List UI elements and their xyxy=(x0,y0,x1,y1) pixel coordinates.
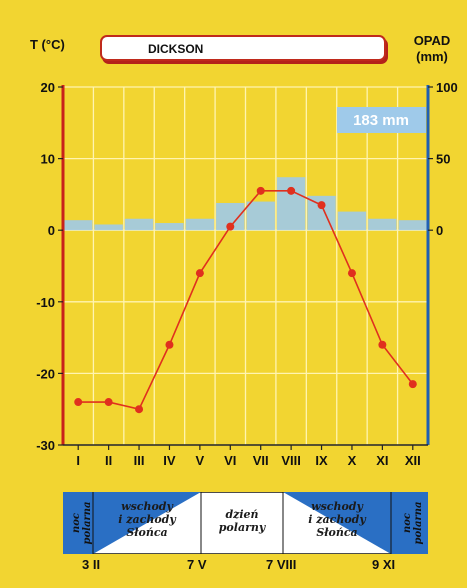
precipitation-axis-title-line1: OPAD xyxy=(413,33,451,48)
band-label-sunrise-sunset-1: wschody i zachody Słońca xyxy=(118,500,176,539)
temperature-line xyxy=(78,190,414,411)
month-label: VIII xyxy=(281,453,301,468)
precip-bar xyxy=(337,211,367,231)
precipitation-tick-label: 100 xyxy=(436,80,458,95)
annual-precip-box xyxy=(337,107,426,133)
temperature-point xyxy=(256,186,265,195)
temperature-tick-label: 10 xyxy=(41,152,55,167)
date-mark-3: 7 VIII xyxy=(266,557,297,572)
precip-bar xyxy=(398,220,427,231)
date-mark-4: 9 XI xyxy=(372,557,396,572)
band-polar-night-left xyxy=(63,492,93,554)
annual-precip-label: 183 mm xyxy=(353,112,409,129)
precip-bar xyxy=(155,223,184,231)
band-label-polar-day: dzień polarny xyxy=(218,508,266,534)
month-label: II xyxy=(105,453,112,468)
precip-bar xyxy=(124,218,154,231)
month-label: XII xyxy=(405,453,421,468)
month-label: I xyxy=(76,453,80,468)
precip-bar xyxy=(185,218,215,231)
precipitation-tick-label: 0 xyxy=(436,223,443,238)
month-label: III xyxy=(134,453,145,468)
precipitation-axis-title: OPAD (mm) xyxy=(404,33,460,65)
temperature-point xyxy=(226,222,235,231)
band-polar-night-right xyxy=(391,492,428,554)
daylight-band: noc polarna wschody i zachody Słońca dzi… xyxy=(63,492,428,554)
temperature-point xyxy=(74,398,83,407)
temperature-point xyxy=(195,269,204,278)
month-label: IX xyxy=(315,453,328,468)
month-label: V xyxy=(196,453,205,468)
precip-bar xyxy=(246,201,275,231)
precipitation-tick-label: 50 xyxy=(436,152,450,167)
temperature-point xyxy=(135,405,144,414)
temperature-tick-label: -10 xyxy=(36,295,55,310)
precip-bar xyxy=(276,177,306,231)
temperature-point xyxy=(165,340,174,349)
temperature-point xyxy=(317,201,326,210)
band-transition-autumn xyxy=(283,492,391,554)
temperature-tick-label: 20 xyxy=(41,80,55,95)
temperature-tick-label: -20 xyxy=(36,366,55,381)
precipitation-axis-title-line2: (mm) xyxy=(416,49,448,64)
temperature-point xyxy=(378,340,387,349)
temperature-axis-title: T (°C) xyxy=(30,37,65,52)
month-label: X xyxy=(348,453,357,468)
band-transition-spring xyxy=(93,492,201,554)
temperature-tick-label: 0 xyxy=(48,223,55,238)
daylight-band-shapes xyxy=(63,492,428,554)
precip-bar xyxy=(368,218,397,231)
temperature-point xyxy=(347,269,356,278)
station-name: DICKSON xyxy=(100,35,386,61)
precip-bar xyxy=(64,220,93,231)
band-label-polar-night-right: noc polarna xyxy=(402,501,424,545)
date-mark-2: 7 V xyxy=(187,557,207,572)
precip-bar xyxy=(94,224,123,231)
month-label: VI xyxy=(224,453,236,468)
month-label: XI xyxy=(376,453,388,468)
band-label-sunrise-sunset-2: wschody i zachody Słońca xyxy=(308,500,366,539)
band-label-polar-night-left: noc polarna xyxy=(71,501,93,545)
temperature-point xyxy=(408,380,417,389)
temperature-point xyxy=(287,186,296,195)
temperature-point xyxy=(104,398,113,407)
temperature-tick-label: -30 xyxy=(36,438,55,453)
month-label: IV xyxy=(163,453,176,468)
month-label: VII xyxy=(253,453,269,468)
date-mark-1: 3 II xyxy=(82,557,101,572)
